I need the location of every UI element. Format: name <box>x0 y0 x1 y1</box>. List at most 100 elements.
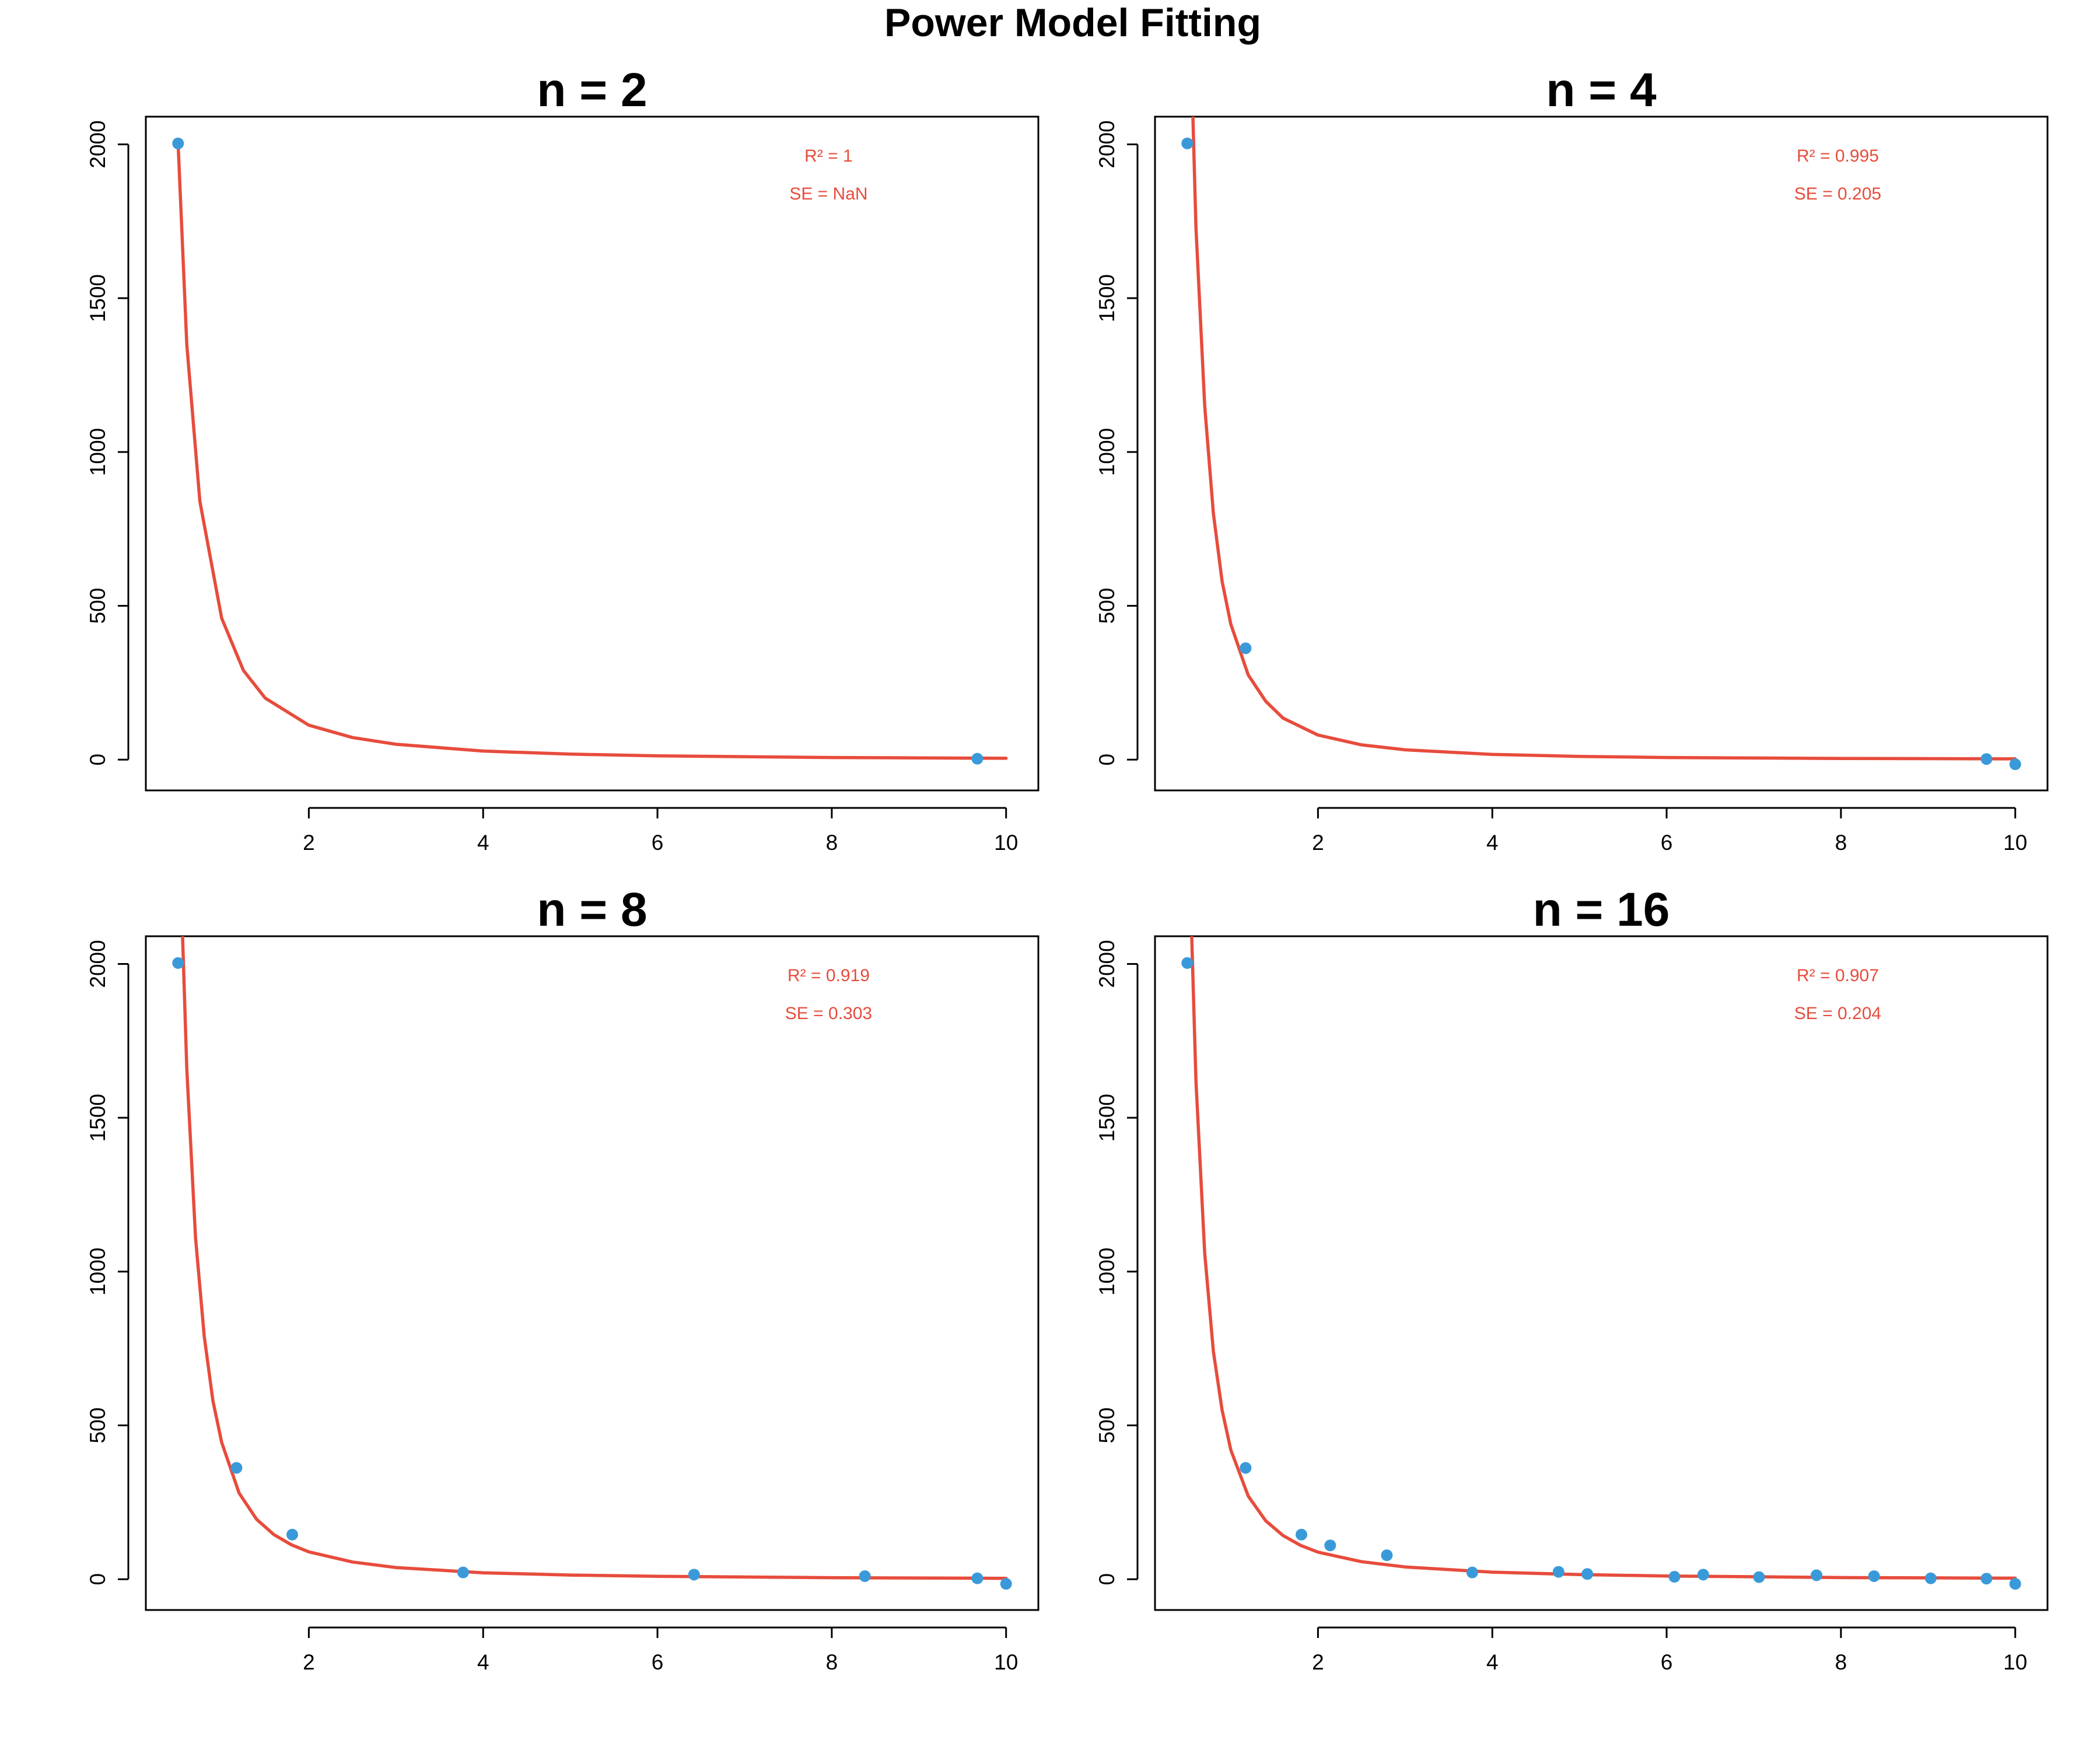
data-point <box>1868 1570 1880 1582</box>
x-tick-label: 2 <box>1312 831 1324 855</box>
data-point <box>1240 1462 1252 1474</box>
y-tick-label: 1500 <box>86 274 110 322</box>
y-tick-label: 500 <box>1095 588 1119 624</box>
data-point <box>1000 1578 1012 1590</box>
plot-frame <box>1154 116 2049 792</box>
fit-curve <box>176 142 1008 760</box>
figure-title: Power Model Fitting <box>884 1 1261 45</box>
data-point <box>172 137 184 149</box>
data-point <box>1697 1569 1709 1581</box>
y-tick-label: 0 <box>86 754 110 766</box>
r-squared-label: R² = 1 <box>804 146 853 166</box>
x-tick-label: 10 <box>994 831 1018 855</box>
y-tick-label: 1500 <box>1095 274 1119 322</box>
data-point <box>1668 1571 1681 1583</box>
data-point <box>230 1462 243 1474</box>
y-tick-label: 2000 <box>1095 940 1119 988</box>
r-squared-label: R² = 0.907 <box>1797 966 1879 985</box>
x-tick-label: 10 <box>2003 1650 2027 1674</box>
data-point <box>1552 1566 1564 1578</box>
data-point <box>1811 1569 1823 1581</box>
x-tick-label: 4 <box>477 1650 489 1674</box>
x-tick-label: 2 <box>303 831 315 855</box>
data-point <box>859 1570 871 1582</box>
data-point <box>172 957 184 969</box>
fit-curve <box>1191 117 2017 761</box>
x-tick-label: 4 <box>1486 831 1499 855</box>
data-point <box>1924 1572 1937 1584</box>
y-tick-label: 500 <box>1095 1408 1119 1444</box>
x-tick-label: 8 <box>1835 831 1847 855</box>
y-tick-label: 1000 <box>1095 428 1119 476</box>
data-point <box>1181 137 1194 149</box>
plot-area <box>1191 117 2017 761</box>
y-tick-label: 0 <box>86 1573 110 1586</box>
data-point <box>1753 1571 1765 1583</box>
x-tick-label: 2 <box>1312 1650 1324 1674</box>
x-tick-label: 6 <box>652 831 664 855</box>
standard-error-label: SE = NaN <box>789 184 867 204</box>
data-point <box>2009 1578 2021 1590</box>
panel-title: n = 4 <box>1546 64 1657 117</box>
data-point <box>971 752 984 765</box>
x-tick-label: 2 <box>303 1650 315 1674</box>
data-point <box>1980 1573 1993 1585</box>
x-tick-label: 4 <box>1486 1650 1499 1674</box>
plot-area <box>181 936 1008 1580</box>
x-tick-label: 6 <box>652 1650 664 1674</box>
fit-curve <box>181 936 1008 1580</box>
data-point <box>688 1569 700 1581</box>
y-tick-label: 2000 <box>86 940 110 988</box>
y-tick-label: 0 <box>1095 754 1119 766</box>
data-point <box>457 1566 469 1578</box>
plot-area <box>176 142 1008 760</box>
data-point <box>2009 758 2021 771</box>
y-tick-label: 0 <box>1095 1573 1119 1586</box>
plot-frame <box>145 935 1040 1611</box>
y-tick-label: 1500 <box>1095 1094 1119 1142</box>
x-tick-label: 10 <box>994 1650 1018 1674</box>
panel-3: n = 8 2 4 6 8 10 0 500 1000 1500 2000 R² = 0.919 SE … <box>86 883 1040 1674</box>
x-tick-label: 8 <box>1835 1650 1847 1674</box>
data-point <box>1181 957 1194 969</box>
x-tick-label: 6 <box>1661 1650 1673 1674</box>
y-tick-label: 500 <box>86 1408 110 1444</box>
panel-title: n = 16 <box>1533 883 1670 936</box>
y-tick-label: 1000 <box>86 428 110 476</box>
plot-area <box>1190 936 2017 1580</box>
panel-2: n = 4 2 4 6 8 10 0 500 1000 1500 2000 R² = 0.995 SE … <box>1095 64 2049 855</box>
x-tick-label: 6 <box>1661 831 1673 855</box>
standard-error-label: SE = 0.204 <box>1794 1004 1881 1023</box>
r-squared-label: R² = 0.995 <box>1797 146 1879 166</box>
y-tick-label: 500 <box>86 588 110 624</box>
data-point <box>1324 1539 1336 1552</box>
standard-error-label: SE = 0.205 <box>1794 184 1881 204</box>
x-tick-label: 8 <box>826 1650 838 1674</box>
data-point <box>1466 1566 1478 1578</box>
panel-title: n = 2 <box>537 64 647 117</box>
data-point <box>286 1528 299 1541</box>
data-point <box>1581 1568 1594 1580</box>
panel-title: n = 8 <box>537 883 647 936</box>
x-tick-label: 10 <box>2003 831 2027 855</box>
standard-error-label: SE = 0.303 <box>785 1004 872 1023</box>
x-tick-label: 4 <box>477 831 489 855</box>
data-point <box>1381 1549 1393 1562</box>
x-tick-label: 8 <box>826 831 838 855</box>
y-tick-label: 2000 <box>86 120 110 168</box>
y-tick-label: 1500 <box>86 1094 110 1142</box>
data-point <box>1980 753 1993 765</box>
panel-1: n = 2 2 4 6 8 10 0 500 1000 1500 2000 R² = 1 SE = Na… <box>86 64 1040 855</box>
data-point <box>971 1572 984 1584</box>
data-point <box>1240 642 1252 654</box>
data-point <box>1296 1528 1308 1541</box>
y-tick-label: 1000 <box>1095 1248 1119 1296</box>
panel-4: n = 16 2 4 6 8 10 0 500 1000 1500 2000 R² = 0.907 SE… <box>1095 883 2049 1674</box>
plot-frame <box>1154 935 2049 1611</box>
r-squared-label: R² = 0.919 <box>788 966 870 985</box>
y-tick-label: 2000 <box>1095 120 1119 168</box>
fit-curve <box>1190 936 2017 1580</box>
